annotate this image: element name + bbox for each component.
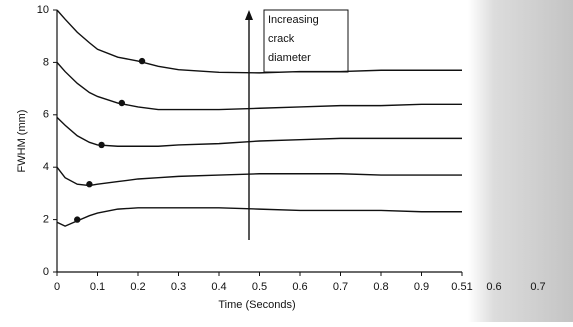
y-tick-label: 10 bbox=[37, 4, 49, 16]
marker bbox=[86, 181, 93, 188]
annotation-line: diameter bbox=[268, 52, 311, 64]
annotation-box bbox=[263, 9, 349, 73]
y-tick-label: 0 bbox=[43, 266, 49, 278]
x-tick-label: 0.2 bbox=[130, 281, 145, 293]
stray-label: 0.6 bbox=[486, 281, 501, 293]
line bbox=[56, 116, 462, 147]
marker bbox=[98, 141, 105, 149]
annotation-line: crack bbox=[268, 33, 295, 45]
y-tick-label: 8 bbox=[43, 56, 49, 68]
x-tick-label: 0.51 bbox=[451, 281, 472, 293]
x-axis-label: Time (Seconds) bbox=[218, 299, 295, 311]
arrow-head bbox=[245, 10, 253, 20]
line bbox=[56, 166, 462, 187]
x-tick-label: 0.1 bbox=[90, 281, 105, 293]
y-tick-label: 2 bbox=[43, 214, 49, 226]
x-tick-label: 0.4 bbox=[211, 281, 226, 293]
y-tick-label: 4 bbox=[43, 161, 49, 173]
x-tick-label: 0.6 bbox=[292, 281, 307, 293]
marker bbox=[138, 57, 146, 65]
x-tick-label: 0.7 bbox=[333, 281, 348, 293]
stray-label: 0.7 bbox=[530, 281, 545, 293]
scan-shadow bbox=[468, 0, 573, 322]
x-tick-label: 0.3 bbox=[171, 281, 186, 293]
line bbox=[56, 9, 462, 74]
marker bbox=[74, 216, 81, 223]
y-tick-label: 6 bbox=[43, 109, 49, 121]
x-tick-label: 0.9 bbox=[414, 281, 429, 293]
x-tick-label: 0.8 bbox=[373, 281, 388, 293]
line bbox=[56, 61, 462, 111]
annotation-line: Increasing bbox=[268, 14, 319, 26]
x-tick-label: 0 bbox=[54, 281, 60, 293]
y-axis-label: FWHM (mm) bbox=[16, 110, 28, 173]
line bbox=[56, 207, 462, 227]
marker bbox=[118, 99, 126, 107]
x-tick-label: 0.5 bbox=[252, 281, 267, 293]
